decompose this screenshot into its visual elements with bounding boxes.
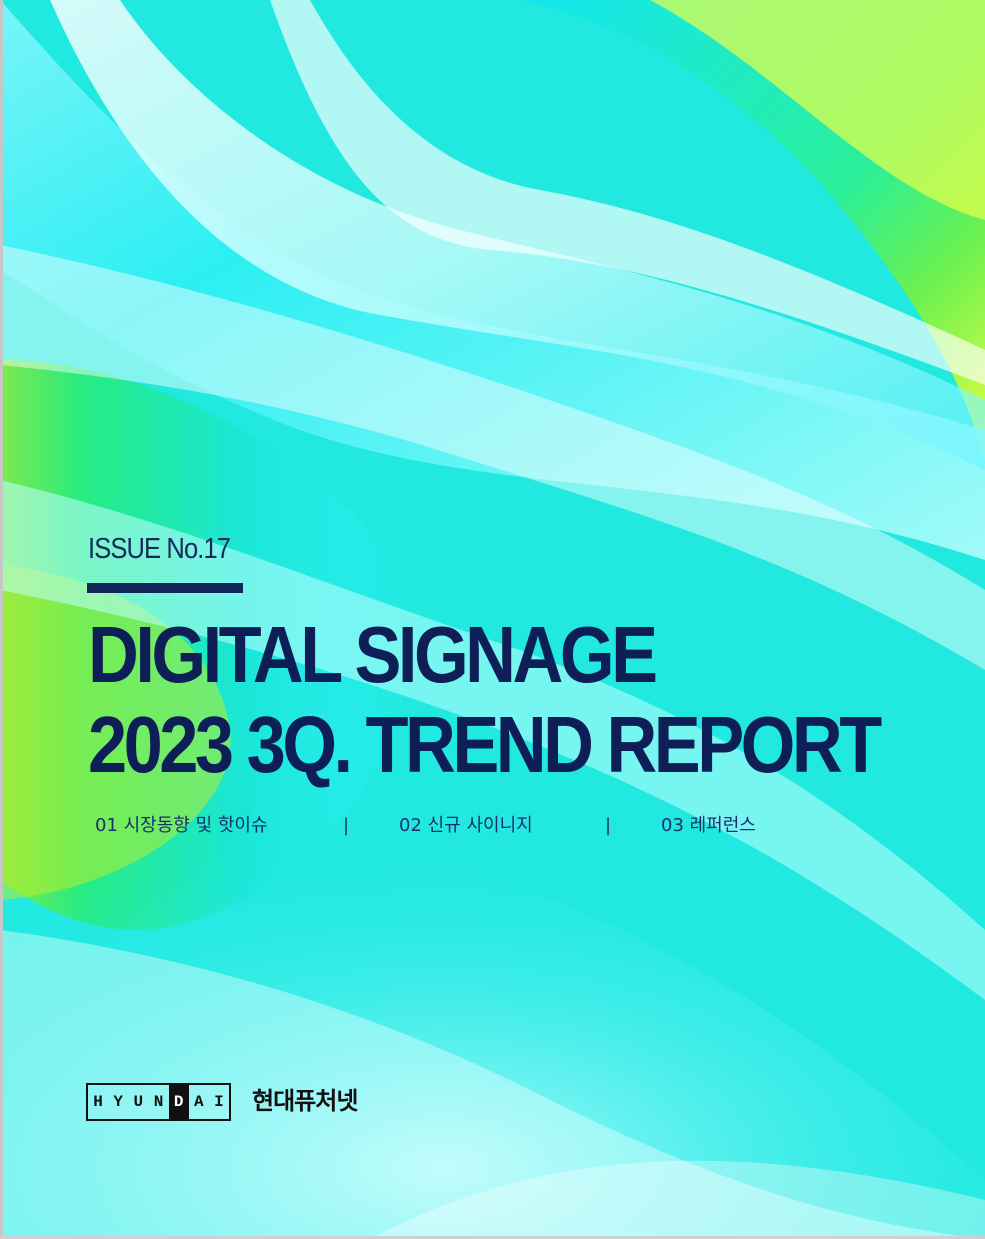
report-title-line-1: DIGITAL SIGNAGE — [88, 610, 658, 699]
toc-item-new-signage: 02 신규 사이니지 — [399, 815, 533, 836]
issue-number: ISSUE No.17 — [88, 533, 231, 565]
issue-underline-divider — [87, 583, 243, 593]
report-title-line-2: 2023 3Q. TREND REPORT — [88, 700, 882, 789]
logo-letter: I — [214, 1093, 224, 1111]
logo-letter: U — [133, 1093, 144, 1111]
hyundai-logo: H Y U N D A I — [86, 1083, 231, 1121]
logo-letter: A — [193, 1093, 204, 1111]
table-of-contents: 01 시장동향 및 핫이슈 | 02 신규 사이니지 | 03 레퍼런스 — [95, 812, 795, 840]
logo-letter: N — [153, 1093, 164, 1111]
logo-letter-highlight: D — [168, 1085, 189, 1119]
toc-separator: | — [343, 815, 350, 836]
logo-letter: Y — [113, 1093, 124, 1111]
brand-korean-name: 현대퓨처넷 — [252, 1087, 358, 1115]
toc-item-references: 03 레퍼런스 — [661, 815, 756, 836]
logo-letter: H — [93, 1093, 103, 1111]
toc-item-market-trends: 01 시장동향 및 핫이슈 — [95, 815, 268, 836]
toc-separator: | — [605, 815, 612, 836]
